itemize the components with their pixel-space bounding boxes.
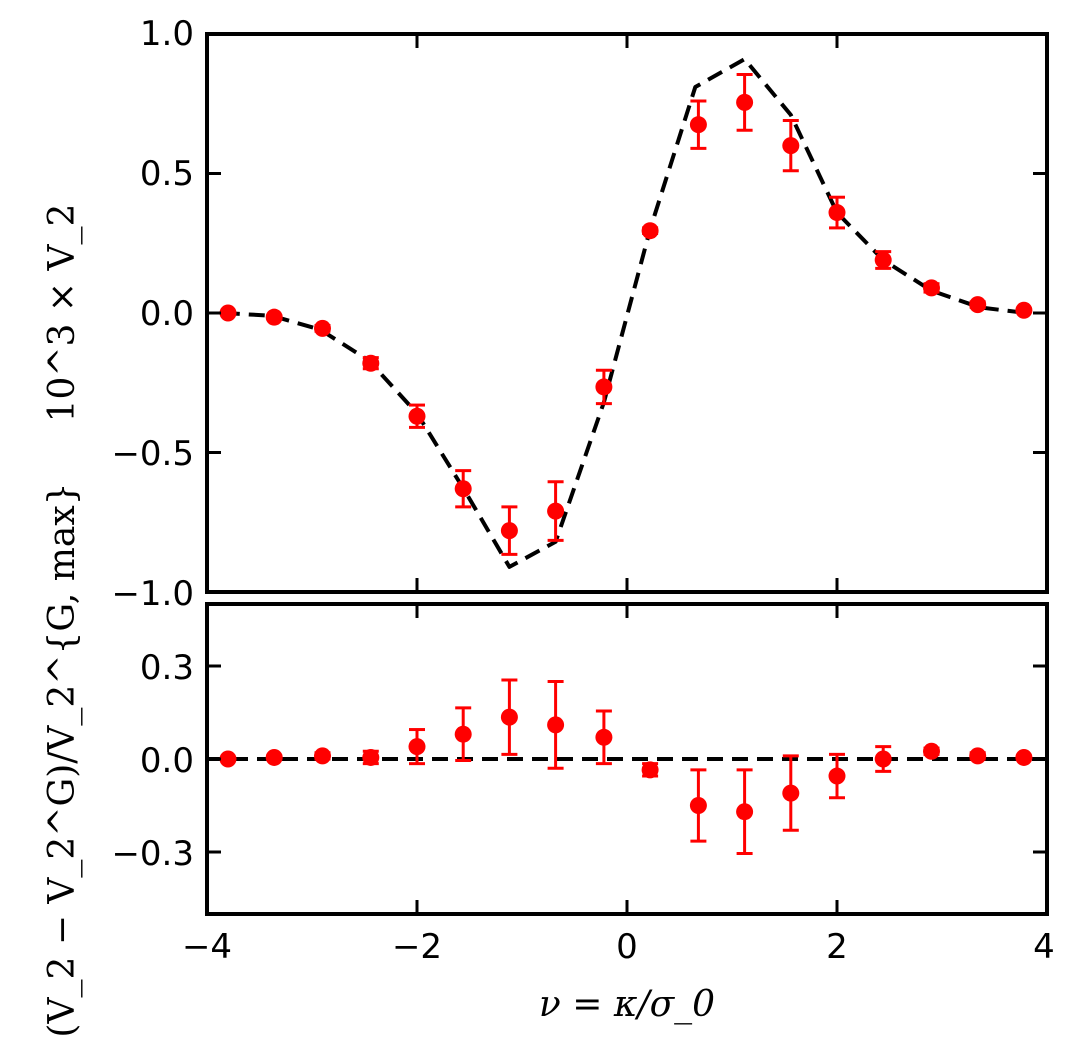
top-data-point [828, 204, 846, 222]
top-ytick-label: −0.5 [111, 434, 194, 474]
bottom-data-point [362, 748, 380, 766]
bottom-data-point [1015, 748, 1033, 766]
top-model-line [223, 57, 1027, 569]
top-data-point [923, 279, 940, 297]
top-data-point [314, 319, 331, 337]
bottom-axis-ticks [207, 604, 1047, 914]
bottom-data-point [689, 797, 707, 814]
top-ytick-label: 1.0 [140, 14, 194, 54]
bottom-panel: 0.3 0.0 −0.3 −4 −2 0 2 4 (V_2 − V_2^G)/V… [42, 482, 1055, 1037]
bottom-xtick-label: 0 [616, 927, 638, 967]
top-plot-frame [205, 32, 1049, 594]
bottom-data-point [500, 708, 518, 726]
bottom-xtick-label: 2 [826, 927, 848, 967]
top-data-point [782, 137, 800, 155]
bottom-data-point [874, 750, 892, 768]
bottom-data-point [219, 750, 237, 768]
bottom-data-point [736, 803, 754, 821]
top-data-point [408, 407, 426, 425]
top-data-point [547, 502, 565, 520]
top-data-point [500, 522, 518, 540]
bottom-data-point [454, 725, 472, 743]
top-ytick-label: 0.5 [140, 154, 194, 194]
top-data-point [454, 480, 472, 498]
top-data-point [641, 222, 659, 240]
top-panel: 1.0 0.5 0.0 −0.5 −1.0 10^3 × V_2 [42, 14, 1049, 614]
top-data-point [874, 251, 892, 269]
bottom-data-point [828, 767, 846, 785]
bottom-data-point [547, 716, 565, 734]
top-data-point [1015, 301, 1033, 319]
bottom-plot-area [207, 678, 1047, 856]
x-axis-label: ν = κ/σ_0 [539, 984, 715, 1025]
bottom-ytick-label: 0.0 [140, 741, 194, 781]
top-ytick-label: −1.0 [111, 574, 194, 614]
bottom-xtick-label: 4 [1033, 927, 1055, 967]
bottom-data-point [782, 784, 800, 802]
top-data-point [969, 296, 987, 314]
bottom-y-axis-label: (V_2 − V_2^G)/V_2^{G, max} [42, 482, 83, 1037]
top-plot-area [219, 57, 1033, 569]
bottom-data-point [923, 742, 940, 760]
top-data-point [689, 116, 707, 134]
bottom-ytick-label: −0.3 [111, 834, 194, 874]
top-data-point [595, 378, 613, 396]
top-ytick-label: 0.0 [140, 294, 194, 334]
bottom-ytick-label: 0.3 [140, 648, 194, 688]
bottom-plot-frame [205, 602, 1049, 916]
top-axis-ticks [207, 34, 1047, 592]
bottom-data-point [265, 748, 283, 766]
bottom-xtick-label: −2 [392, 927, 442, 967]
bottom-data-point [408, 738, 426, 756]
bottom-data-point [595, 728, 613, 746]
top-y-axis-label: 10^3 × V_2 [42, 204, 83, 423]
top-data-point [219, 304, 237, 322]
top-data-point [362, 354, 380, 372]
top-data-point [736, 93, 754, 111]
bottom-data-point [969, 747, 987, 765]
bottom-data-point [314, 747, 331, 765]
bottom-xtick-label: −4 [182, 927, 232, 967]
bottom-data-point [641, 761, 659, 779]
top-data-point [265, 308, 283, 326]
